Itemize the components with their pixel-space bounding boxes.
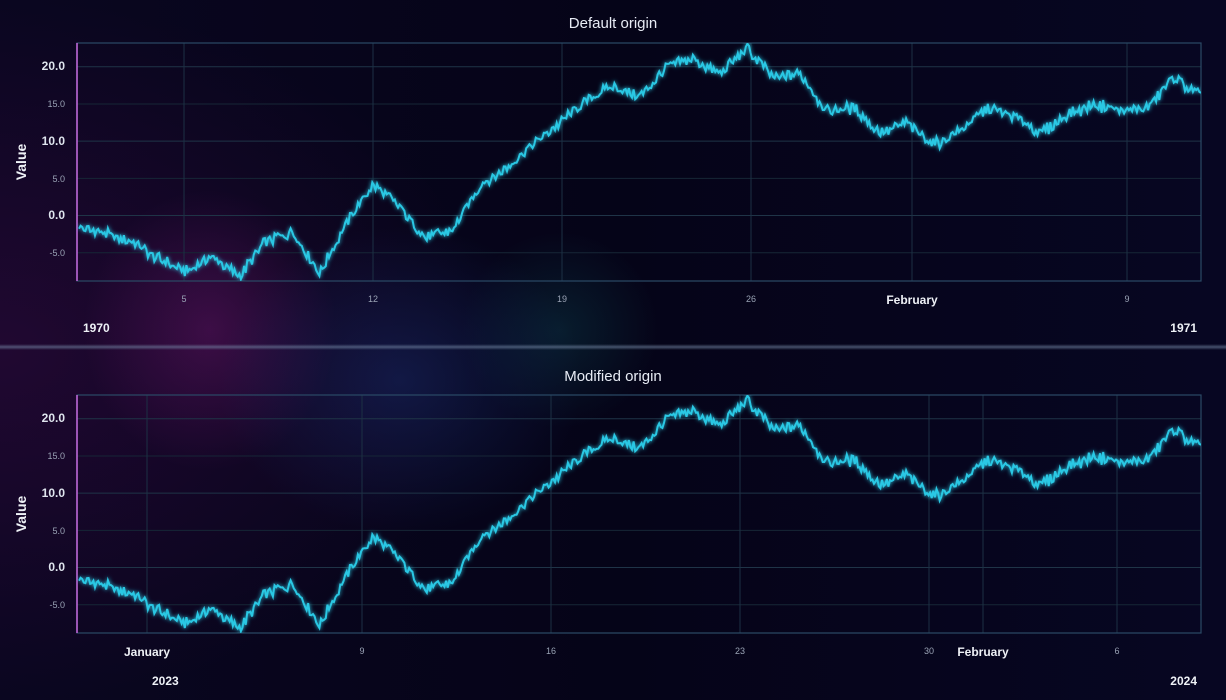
y-tick-label: 5.0 xyxy=(52,526,65,536)
x-year-label: 1971 xyxy=(1170,321,1197,335)
y-tick-label: -5.0 xyxy=(49,600,65,610)
y-tick-label: 20.0 xyxy=(42,59,66,73)
x-tick-label: 5 xyxy=(181,294,186,304)
x-tick-label: 6 xyxy=(1114,646,1119,656)
y-tick-label: 15.0 xyxy=(47,99,65,109)
x-tick-label: 30 xyxy=(924,646,934,656)
y-axis-label: Value xyxy=(13,144,29,181)
plot-frame xyxy=(76,394,1202,634)
x-tick-label: 23 xyxy=(735,646,745,656)
y-axis-label: Value xyxy=(13,496,29,533)
grid xyxy=(77,43,1201,281)
x-tick-label: 9 xyxy=(1124,294,1129,304)
x-year-label: 2023 xyxy=(152,674,179,688)
y-tick-label: 0.0 xyxy=(48,208,65,222)
y-tick-label: 5.0 xyxy=(52,174,65,184)
series-line xyxy=(78,395,1201,633)
y-tick-label: 20.0 xyxy=(42,411,66,425)
chart-panel-default-origin: Default origin Value 20.0 15.0 10.0 5.0 … xyxy=(13,15,1202,335)
x-tick-label: 12 xyxy=(368,294,378,304)
x-tick-label: 16 xyxy=(546,646,556,656)
x-year-label: 1970 xyxy=(83,321,110,335)
y-tick-label: -5.0 xyxy=(49,248,65,258)
series-line xyxy=(78,43,1201,281)
x-tick-label: February xyxy=(957,645,1009,659)
grid xyxy=(77,395,1201,633)
x-tick-label: 26 xyxy=(746,294,756,304)
y-tick-label: 10.0 xyxy=(42,134,66,148)
x-year-label: 2024 xyxy=(1170,674,1197,688)
chart-panel-modified-origin: Modified origin Value 20.0 15.0 10.0 5.0… xyxy=(13,368,1202,688)
y-tick-label: 0.0 xyxy=(48,560,65,574)
x-tick-label: 9 xyxy=(359,646,364,656)
x-tick-label: January xyxy=(124,645,170,659)
y-tick-label: 15.0 xyxy=(47,451,65,461)
chart-title: Default origin xyxy=(569,15,657,32)
chart-title: Modified origin xyxy=(564,368,662,385)
y-tick-label: 10.0 xyxy=(42,486,66,500)
panel-divider xyxy=(0,344,1226,350)
x-tick-label: 19 xyxy=(557,294,567,304)
x-tick-label: February xyxy=(886,293,938,307)
plot-frame xyxy=(76,42,1202,282)
